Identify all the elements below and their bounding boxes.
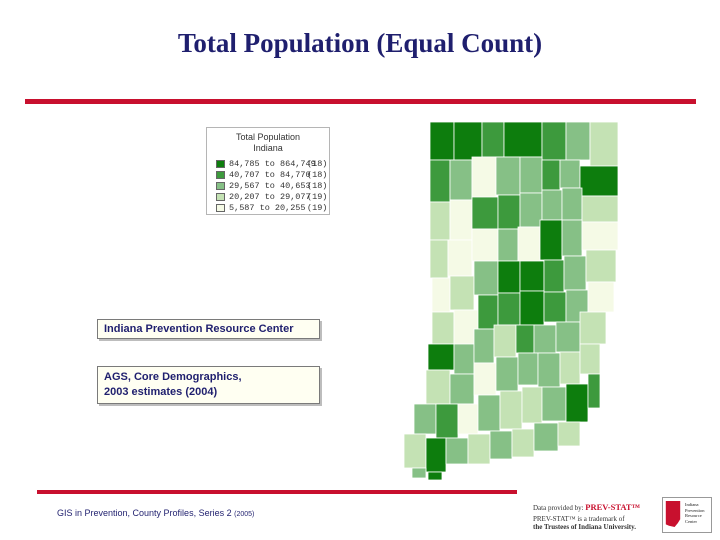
- footer-series-text: GIS in Prevention, County Profiles, Seri…: [57, 508, 232, 518]
- credit-line2: PREV-STAT™ is a trademark of: [533, 515, 625, 523]
- legend-row: 84,785 to 864,749 (18): [216, 159, 327, 169]
- legend-range: 5,587 to 20,255: [229, 203, 306, 213]
- data-credit: Data provided by: PREV-STAT™ PREV-STAT™ …: [533, 498, 713, 534]
- indiana-county-map: [392, 120, 622, 482]
- footer-year: (2005): [234, 511, 255, 518]
- iprc-logo: Indiana Prevention Resource Center: [662, 497, 712, 533]
- legend-row: 40,707 to 84,770 (18): [216, 170, 327, 180]
- legend-row: 5,587 to 20,255 (19): [216, 203, 327, 213]
- legend-subtitle: Indiana: [253, 143, 283, 153]
- state-outline-mask: [392, 120, 622, 482]
- source-org-label: Indiana Prevention Resource Center: [104, 323, 294, 335]
- data-source-box: AGS, Core Demographics, 2003 estimates (…: [97, 366, 320, 404]
- legend-swatch: [216, 160, 225, 168]
- data-source-line1: AGS, Core Demographics,: [104, 371, 242, 383]
- logo-label: Indiana Prevention Resource Center: [685, 502, 705, 524]
- credit-line3: the Trustees of Indiana University.: [533, 523, 636, 531]
- logo-line: Prevention: [685, 507, 705, 513]
- logo-line: Resource: [685, 513, 702, 518]
- footer-caption: GIS in Prevention, County Profiles, Seri…: [57, 508, 254, 518]
- legend-swatch: [216, 171, 225, 179]
- legend-range: 20,207 to 29,077: [229, 192, 311, 202]
- data-source-line2: 2003 estimates (2004): [104, 386, 218, 398]
- prev-stat-brand: PREV-STAT™: [585, 502, 641, 512]
- legend-count: (18): [307, 181, 328, 191]
- legend-range: 29,567 to 40,653: [229, 181, 311, 191]
- legend-count: (18): [307, 159, 328, 169]
- indiana-shape-icon: [665, 501, 681, 527]
- legend-range: 40,707 to 84,770: [229, 170, 311, 180]
- legend-swatch: [216, 182, 225, 190]
- legend-count: (19): [307, 192, 328, 202]
- credit-line1: Data provided by: PREV-STAT™: [533, 502, 640, 512]
- legend-range: 84,785 to 864,749: [229, 159, 316, 169]
- legend-count: (18): [307, 170, 328, 180]
- map-legend: Total Population Indiana 84,785 to 864,7…: [206, 127, 330, 215]
- logo-line: Center: [685, 518, 697, 524]
- bottom-divider: [37, 490, 517, 494]
- top-divider: [25, 99, 696, 104]
- county-fills: [403, 121, 619, 481]
- legend-title: Total Population: [235, 132, 301, 142]
- slide-title: Total Population (Equal Count): [177, 28, 543, 58]
- legend-swatch: [216, 204, 225, 212]
- logo-line: Indiana: [685, 502, 699, 507]
- source-org-box: Indiana Prevention Resource Center: [97, 319, 320, 339]
- legend-row: 20,207 to 29,077 (19): [216, 192, 327, 202]
- legend-count: (19): [307, 203, 328, 213]
- legend-row: 29,567 to 40,653 (18): [216, 181, 327, 191]
- credit-prefix: Data provided by:: [533, 504, 584, 512]
- legend-swatch: [216, 193, 225, 201]
